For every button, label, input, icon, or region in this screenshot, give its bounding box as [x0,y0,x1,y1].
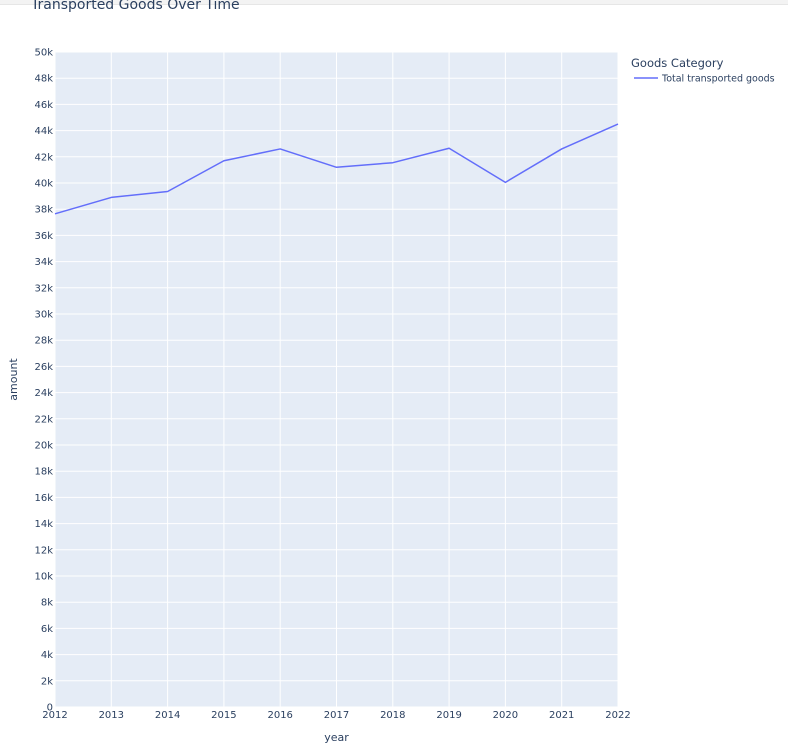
y-axis-title: amount [7,358,20,401]
y-tick-label: 20k [34,441,53,452]
y-tick-label: 48k [34,74,53,85]
y-tick-label: 38k [34,205,53,216]
y-tick-label: 30k [34,310,53,321]
x-tick-label: 2018 [380,710,405,721]
y-tick-label: 16k [34,493,53,504]
series-line [54,123,619,215]
x-tick-label: 2014 [155,710,180,721]
series-layer [54,123,619,215]
y-tick-label: 12k [34,545,53,556]
y-axis-ticks: 0 2k 4k 6k 8k 10k 12k 14k 16k 18k 20k 22k 24k 26k 28k 3… [34,48,53,714]
y-tick-label: 18k [34,467,53,478]
y-tick-label: 26k [34,362,53,373]
y-tick-label: 50k [34,48,53,59]
x-axis-ticks: 2012 2013 2014 2015 2016 2017 2018 2019 2020 2021… [42,710,630,721]
y-tick-label: 2k [41,676,53,687]
chart-title: Transported Goods Over Time [31,0,240,13]
legend-label: Total transported goods [661,74,775,85]
y-tick-label: 28k [34,336,53,347]
x-tick-label: 2016 [267,710,292,721]
y-tick-label: 46k [34,100,53,111]
x-tick-label: 2017 [324,710,349,721]
x-axis-title: year [324,731,349,744]
x-tick-label: 2015 [211,710,236,721]
y-tick-label: 42k [34,152,53,163]
y-tick-label: 24k [34,388,53,399]
y-tick-label: 36k [34,231,53,242]
y-tick-label: 34k [34,257,53,268]
top-bar [0,0,788,5]
y-tick-label: 14k [34,519,53,530]
x-tick-label: 2020 [493,710,518,721]
legend-items[interactable]: Total transported goods [634,74,775,85]
legend-item[interactable]: Total transported goods [634,74,775,85]
x-tick-label: 2012 [42,710,67,721]
legend-title: Goods Category [631,56,724,70]
y-tick-label: 4k [41,650,53,661]
y-tick-label: 40k [34,179,53,190]
legend[interactable]: Goods Category Total transported goods [631,56,775,85]
y-tick-label: 32k [34,283,53,294]
x-tick-label: 2013 [99,710,124,721]
y-tick-label: 22k [34,414,53,425]
x-tick-label: 2021 [549,710,574,721]
x-tick-label: 2022 [605,710,630,721]
y-tick-label: 44k [34,126,53,137]
y-tick-label: 10k [34,572,53,583]
y-tick-label: 0 [47,703,53,714]
x-tick-label: 2019 [436,710,461,721]
y-tick-label: 6k [41,624,53,635]
y-tick-label: 8k [41,598,53,609]
grid-lines [54,51,619,708]
